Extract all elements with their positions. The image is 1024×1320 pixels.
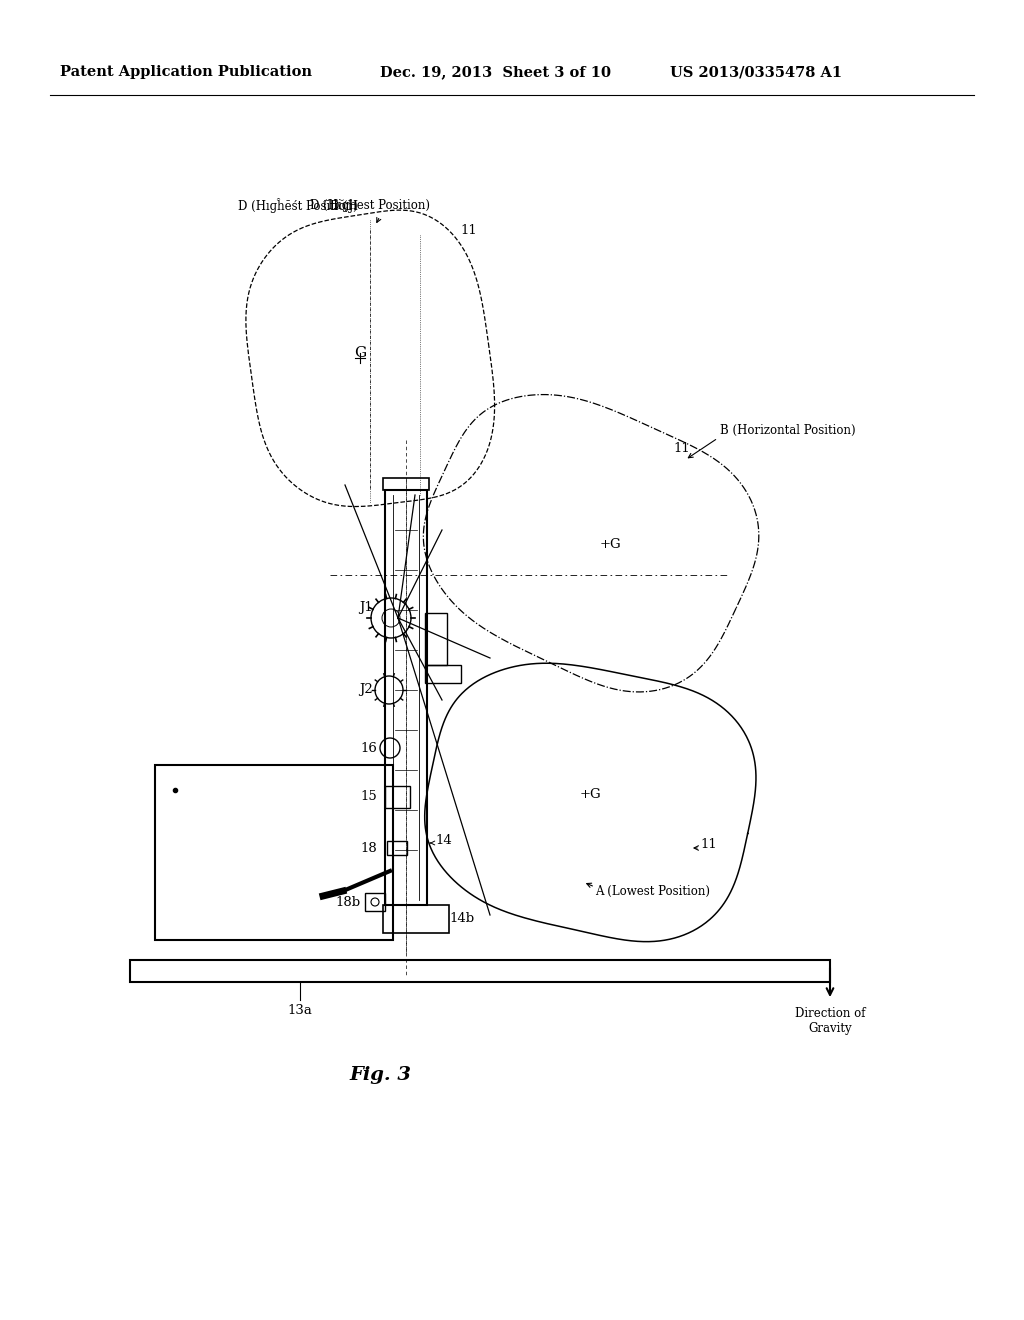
Text: G: G — [354, 346, 367, 360]
Bar — [383, 906, 449, 933]
Text: 18: 18 — [360, 842, 377, 854]
Bar — [387, 841, 407, 855]
Bar — [385, 785, 410, 808]
Bar — [385, 490, 427, 906]
Bar — [155, 766, 393, 940]
Bar — [425, 665, 461, 682]
Text: D (Highest Position): D (Highest Position) — [310, 199, 430, 213]
Text: US 2013/0335478 A1: US 2013/0335478 A1 — [670, 65, 842, 79]
Text: Dec. 19, 2013  Sheet 3 of 10: Dec. 19, 2013 Sheet 3 of 10 — [380, 65, 611, 79]
Text: D (Hıɡĥēśt Pośītīŏŋ): D (Hıɡĥēśt Pośītīŏŋ) — [239, 198, 358, 213]
Text: J2: J2 — [359, 684, 373, 697]
Text: 11: 11 — [460, 223, 477, 236]
Text: A (Lowest Position): A (Lowest Position) — [595, 884, 710, 898]
Text: +G: +G — [599, 539, 621, 552]
Text: J1: J1 — [359, 602, 373, 615]
Bar — [425, 612, 447, 665]
Text: +G: +G — [580, 788, 601, 801]
Text: Direction of
Gravity: Direction of Gravity — [795, 1007, 865, 1035]
Bar — [383, 478, 429, 490]
Text: 13a: 13a — [288, 1005, 312, 1016]
Bar — [130, 960, 830, 982]
Text: 11: 11 — [673, 441, 690, 454]
Text: Patent Application Publication: Patent Application Publication — [60, 65, 312, 79]
Text: 14b: 14b — [449, 912, 474, 925]
Text: 18b: 18b — [336, 895, 361, 908]
Text: B (Horizontal Position): B (Horizontal Position) — [720, 424, 856, 437]
Text: 11: 11 — [700, 838, 717, 851]
Text: 15: 15 — [360, 791, 377, 804]
Text: Fig. 3: Fig. 3 — [349, 1067, 411, 1084]
Bar — [365, 894, 385, 911]
Text: 16: 16 — [360, 742, 377, 755]
Text: 14: 14 — [435, 833, 452, 846]
Text: D (H: D (H — [330, 201, 358, 213]
